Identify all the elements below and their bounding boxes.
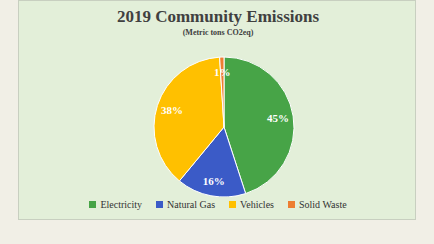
html-text:Electricity: Electricity <box>100 199 142 210</box>
html-text:(Metric tons CO2eq): (Metric tons CO2eq) <box>182 28 254 37</box>
html-text:Solid Waste: Solid Waste <box>299 199 347 210</box>
html-text:Vehicles: Vehicles <box>240 199 274 210</box>
svg-text:16%: 16% <box>203 175 225 187</box>
html-text:2019 Community Emissions: 2019 Community Emissions <box>116 7 320 26</box>
html-text:Natural Gas: Natural Gas <box>167 199 216 210</box>
svg-text:45%: 45% <box>267 112 289 124</box>
svg-text:1%: 1% <box>214 66 231 78</box>
svg-text:38%: 38% <box>161 104 183 116</box>
